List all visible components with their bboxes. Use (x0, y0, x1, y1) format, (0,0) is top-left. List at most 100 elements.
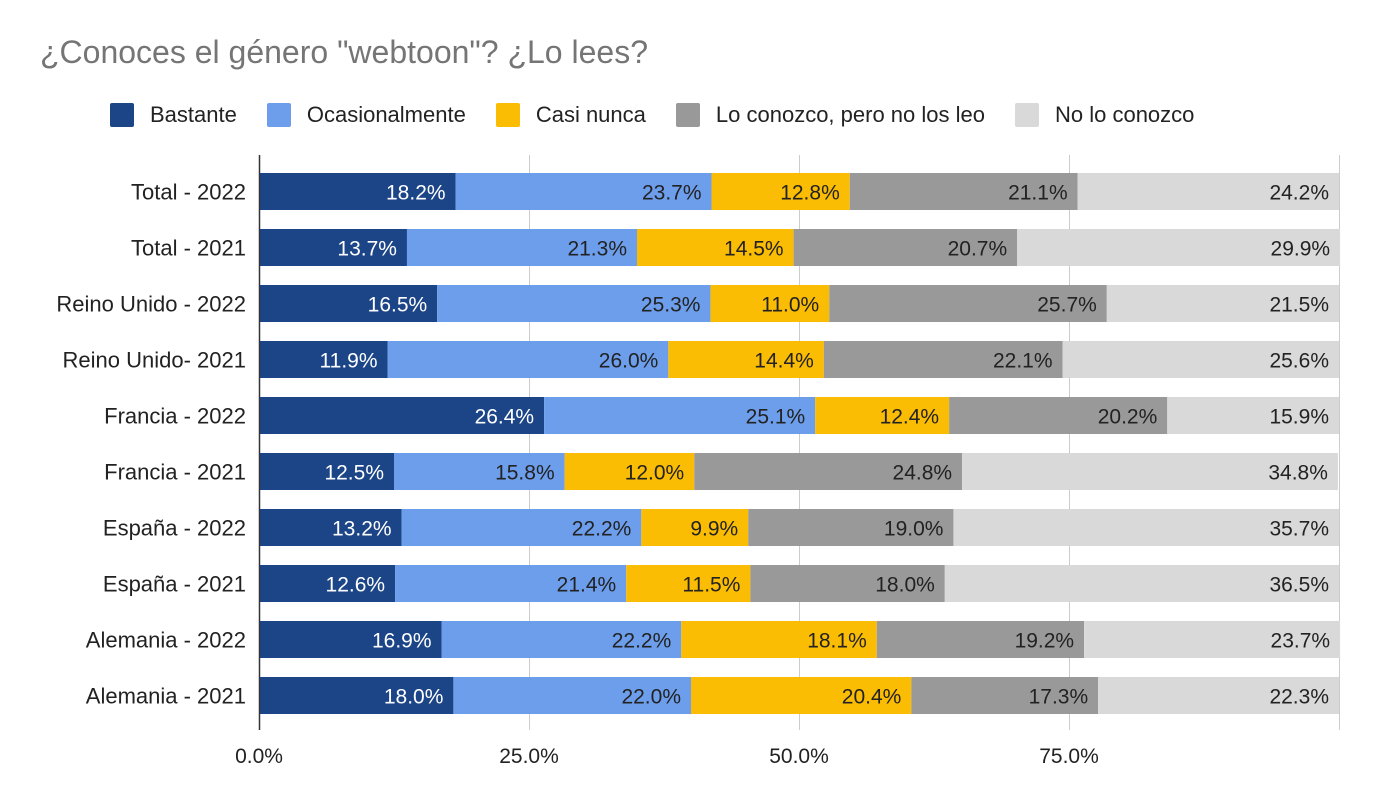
data-label: 12.0% (625, 462, 685, 485)
legend-item-ocasionalmente: Ocasionalmente (266, 102, 466, 128)
data-label: 21.5% (1269, 294, 1329, 317)
data-label: 22.0% (621, 686, 681, 709)
bar-no-lo-conozco (1106, 285, 1339, 322)
bar-bastante (259, 453, 394, 490)
legend-label: No lo conozco (1054, 102, 1195, 127)
bar-casi-nunca (691, 677, 912, 714)
bar-ocasionalmente (394, 453, 565, 490)
legend-item-no-lo-conozco: No lo conozco (1014, 102, 1195, 128)
legend-label: Bastante (150, 102, 237, 127)
category-label: Alemania - 2022 (86, 628, 246, 653)
data-label: 12.6% (326, 574, 386, 597)
bar-casi-nunca (641, 509, 749, 546)
bar-lo-conozco-pero-no-los-leo (876, 621, 1085, 658)
legend-swatch (675, 103, 700, 127)
data-label: 19.0% (884, 518, 944, 541)
bar-lo-conozco-pero-no-los-leo (694, 453, 963, 490)
data-label: 13.7% (337, 238, 397, 261)
data-label: 19.2% (1015, 630, 1075, 653)
data-label: 26.4% (475, 406, 535, 429)
data-label: 14.5% (724, 238, 784, 261)
data-label: 17.3% (1029, 686, 1089, 709)
category-label: Total - 2021 (131, 236, 246, 261)
data-label: 11.5% (682, 574, 740, 597)
bar-ocasionalmente (453, 677, 691, 714)
bar-casi-nunca (637, 229, 794, 266)
bar-ocasionalmente (395, 565, 627, 602)
bar-lo-conozco-pero-no-los-leo (750, 565, 945, 602)
category-label: Total - 2022 (131, 180, 246, 205)
bar-ocasionalmente (441, 621, 682, 658)
data-label: 24.2% (1269, 182, 1329, 205)
data-label: 22.2% (572, 518, 632, 541)
data-label: 25.1% (746, 406, 806, 429)
x-tick-label: 50.0% (769, 745, 829, 768)
bar-lo-conozco-pero-no-los-leo (748, 509, 954, 546)
bar-lo-conozco-pero-no-los-leo (793, 229, 1018, 266)
bar-no-lo-conozco (944, 565, 1339, 602)
bar-bastante (259, 341, 388, 378)
data-label: 15.9% (1269, 406, 1329, 429)
bar-no-lo-conozco (1062, 341, 1339, 378)
data-label: 9.9% (690, 518, 738, 541)
bar-bastante (259, 621, 442, 658)
x-tick-label: 0.0% (235, 745, 283, 768)
bar-ocasionalmente (401, 509, 642, 546)
data-label: 20.2% (1098, 406, 1158, 429)
legend-label: Ocasionalmente (306, 102, 466, 127)
category-label: Alemania - 2021 (86, 684, 246, 709)
data-label: 25.7% (1037, 294, 1097, 317)
category-label: Francia - 2021 (104, 460, 246, 485)
bar-lo-conozco-pero-no-los-leo (911, 677, 1099, 714)
chart-title: ¿Conoces el género "webtoon"? ¿Lo lees? (40, 34, 648, 70)
data-label: 22.1% (993, 350, 1053, 373)
bar-casi-nunca (668, 341, 824, 378)
bar-ocasionalmente (406, 229, 637, 266)
category-label: España - 2022 (103, 516, 246, 541)
data-label: 18.1% (807, 630, 867, 653)
data-label: 14.4% (754, 350, 814, 373)
bar-no-lo-conozco (1084, 621, 1341, 658)
x-tick-label: 25.0% (499, 745, 559, 768)
data-label: 18.0% (384, 686, 444, 709)
data-label: 25.6% (1269, 350, 1329, 373)
data-label: 22.2% (612, 630, 672, 653)
bar-lo-conozco-pero-no-los-leo (849, 173, 1078, 210)
legend: Bastante Ocasionalmente Casi nunca Lo conoz… (110, 101, 1224, 129)
data-label: 24.8% (893, 462, 953, 485)
bar-casi-nunca (626, 565, 751, 602)
data-label: 22.3% (1269, 686, 1329, 709)
legend-swatch (1014, 103, 1039, 127)
bar-no-lo-conozco (953, 509, 1339, 546)
bar-ocasionalmente (544, 397, 816, 434)
bar-no-lo-conozco (1098, 677, 1339, 714)
category-label: Reino Unido - 2022 (56, 292, 246, 317)
data-label: 29.9% (1271, 238, 1331, 261)
legend-item-casi-nunca: Casi nunca (495, 102, 646, 128)
legend-swatch (266, 103, 291, 127)
bar-lo-conozco-pero-no-los-leo (829, 285, 1107, 322)
legend-label: Lo conozco, pero no los leo (715, 102, 985, 127)
data-label: 25.3% (641, 294, 701, 317)
bar-casi-nunca (815, 397, 950, 434)
bar-casi-nunca (681, 621, 877, 658)
bar-bastante (259, 677, 454, 714)
data-label: 12.8% (780, 182, 840, 205)
category-label: Francia - 2022 (104, 404, 246, 429)
legend-item-lo-conozco-pero-no-los-leo: Lo conozco, pero no los leo (675, 102, 985, 128)
legend-item-bastante: Bastante (110, 102, 237, 128)
data-label: 18.2% (386, 182, 446, 205)
data-label: 12.5% (324, 462, 384, 485)
data-label: 23.7% (1271, 630, 1331, 653)
bar-lo-conozco-pero-no-los-leo (949, 397, 1168, 434)
data-label: 21.1% (1008, 182, 1068, 205)
data-label: 21.4% (557, 574, 617, 597)
data-label: 16.9% (372, 630, 432, 653)
data-label: 21.3% (567, 238, 627, 261)
category-label: España - 2021 (103, 572, 246, 597)
data-label: 12.4% (880, 406, 940, 429)
data-label: 11.9% (320, 350, 378, 373)
x-tick-label: 75.0% (1039, 745, 1099, 768)
bar-bastante (259, 173, 456, 210)
bar-ocasionalmente (455, 173, 712, 210)
